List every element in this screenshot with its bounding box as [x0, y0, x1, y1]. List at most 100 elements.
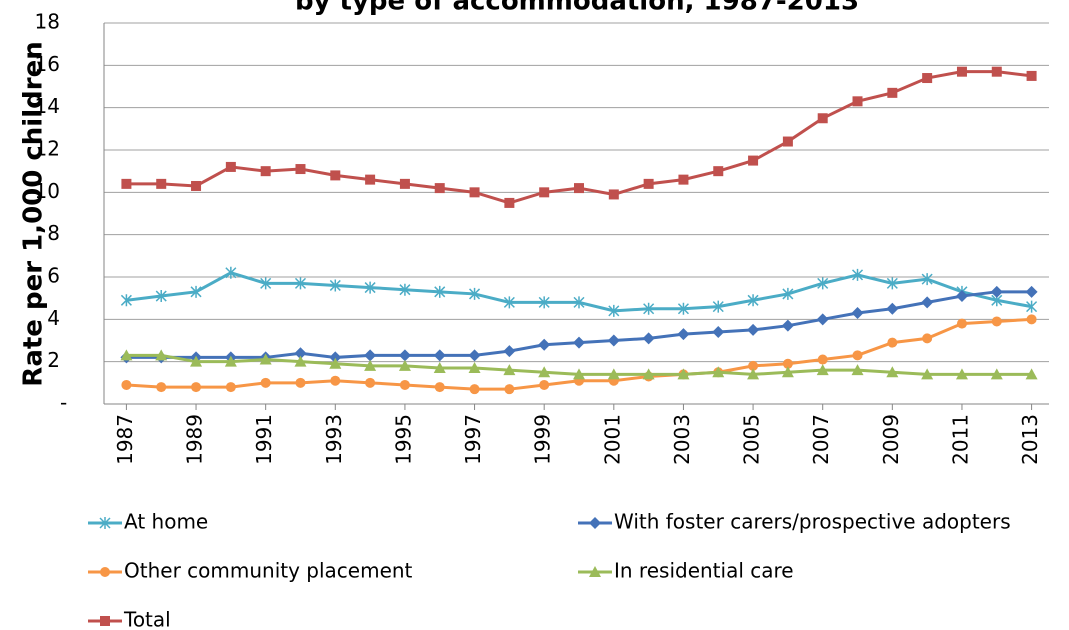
- marker: [503, 345, 516, 358]
- marker: [329, 279, 341, 292]
- y-axis-label: Rate per 1,000 children: [19, 41, 49, 386]
- marker: [364, 359, 377, 371]
- marker: [191, 180, 202, 191]
- marker: [817, 113, 828, 124]
- marker: [434, 183, 445, 194]
- x-tick-label: 1995: [391, 414, 415, 465]
- marker: [851, 268, 864, 281]
- marker: [504, 384, 515, 395]
- marker: [364, 281, 376, 294]
- x-tick-label: 1987: [113, 414, 137, 465]
- marker: [398, 359, 411, 371]
- marker: [643, 178, 654, 189]
- marker: [504, 197, 515, 208]
- x-tick-label: 2011: [948, 414, 972, 465]
- marker: [956, 66, 967, 77]
- marker: [782, 358, 793, 369]
- x-tick-label: 1993: [322, 414, 346, 465]
- marker: [329, 351, 342, 364]
- legend-label: Total: [123, 608, 171, 630]
- marker: [398, 349, 411, 362]
- marker: [956, 318, 967, 329]
- marker: [468, 362, 481, 374]
- marker: [225, 382, 236, 393]
- marker: [955, 368, 968, 380]
- y-tick-label: 8: [47, 221, 60, 245]
- marker: [887, 337, 898, 348]
- marker: [538, 366, 551, 378]
- x-tick-label: 2009: [879, 414, 903, 465]
- marker: [955, 290, 968, 303]
- marker: [748, 360, 759, 371]
- marker: [294, 277, 307, 290]
- marker: [260, 166, 271, 177]
- marker: [677, 368, 690, 380]
- marker: [260, 277, 272, 290]
- marker: [433, 362, 446, 374]
- marker: [887, 87, 898, 98]
- marker: [100, 616, 110, 626]
- marker: [260, 377, 271, 388]
- x-tick-label: 2007: [809, 414, 833, 465]
- marker: [434, 285, 446, 298]
- marker: [469, 384, 480, 395]
- y-tick-label: 12: [35, 137, 60, 161]
- marker: [886, 302, 899, 315]
- marker: [399, 178, 410, 189]
- marker: [295, 377, 306, 388]
- marker: [225, 161, 236, 172]
- marker: [574, 183, 584, 194]
- marker: [852, 350, 863, 361]
- marker: [225, 266, 237, 279]
- marker: [886, 366, 899, 378]
- marker: [121, 379, 132, 390]
- marker: [365, 377, 376, 388]
- marker: [643, 302, 655, 315]
- marker: [294, 347, 307, 360]
- marker: [990, 285, 1003, 298]
- marker: [1026, 70, 1037, 81]
- y-tick-label: -: [60, 391, 67, 415]
- marker: [224, 355, 237, 367]
- marker: [1025, 285, 1038, 298]
- x-tick-label: 1999: [531, 414, 555, 465]
- x-tick-label: 2005: [740, 414, 764, 465]
- marker: [156, 382, 167, 393]
- marker: [678, 174, 689, 185]
- marker: [608, 189, 619, 200]
- y-tick-label: 10: [35, 179, 60, 203]
- y-tick-label: 18: [35, 10, 60, 34]
- chart-title: by type of accommodation, 1987-2013: [295, 0, 859, 17]
- marker: [851, 364, 864, 376]
- marker: [677, 302, 689, 315]
- marker: [573, 296, 585, 309]
- marker: [781, 366, 794, 378]
- marker: [748, 155, 759, 166]
- marker: [538, 296, 550, 309]
- marker: [539, 187, 550, 198]
- marker: [191, 382, 202, 393]
- marker: [921, 368, 934, 380]
- x-tick-label: 1991: [252, 414, 276, 465]
- marker: [329, 357, 342, 369]
- y-tick-label: 2: [47, 348, 60, 372]
- marker: [399, 283, 411, 296]
- marker: [364, 349, 377, 362]
- marker: [712, 366, 725, 378]
- marker: [538, 338, 551, 351]
- legend-label: Other community placement: [124, 559, 413, 583]
- marker: [155, 349, 168, 361]
- marker: [922, 333, 933, 344]
- y-tick-label: 16: [35, 52, 60, 76]
- legend-label: In residential care: [614, 559, 794, 583]
- marker: [330, 375, 341, 386]
- marker: [469, 187, 480, 198]
- marker: [991, 316, 1002, 327]
- marker: [1026, 314, 1037, 325]
- marker: [539, 379, 550, 390]
- marker: [294, 355, 307, 367]
- marker: [190, 355, 203, 367]
- x-tick-label: 1989: [183, 414, 207, 465]
- marker: [190, 285, 202, 298]
- marker: [1025, 368, 1038, 380]
